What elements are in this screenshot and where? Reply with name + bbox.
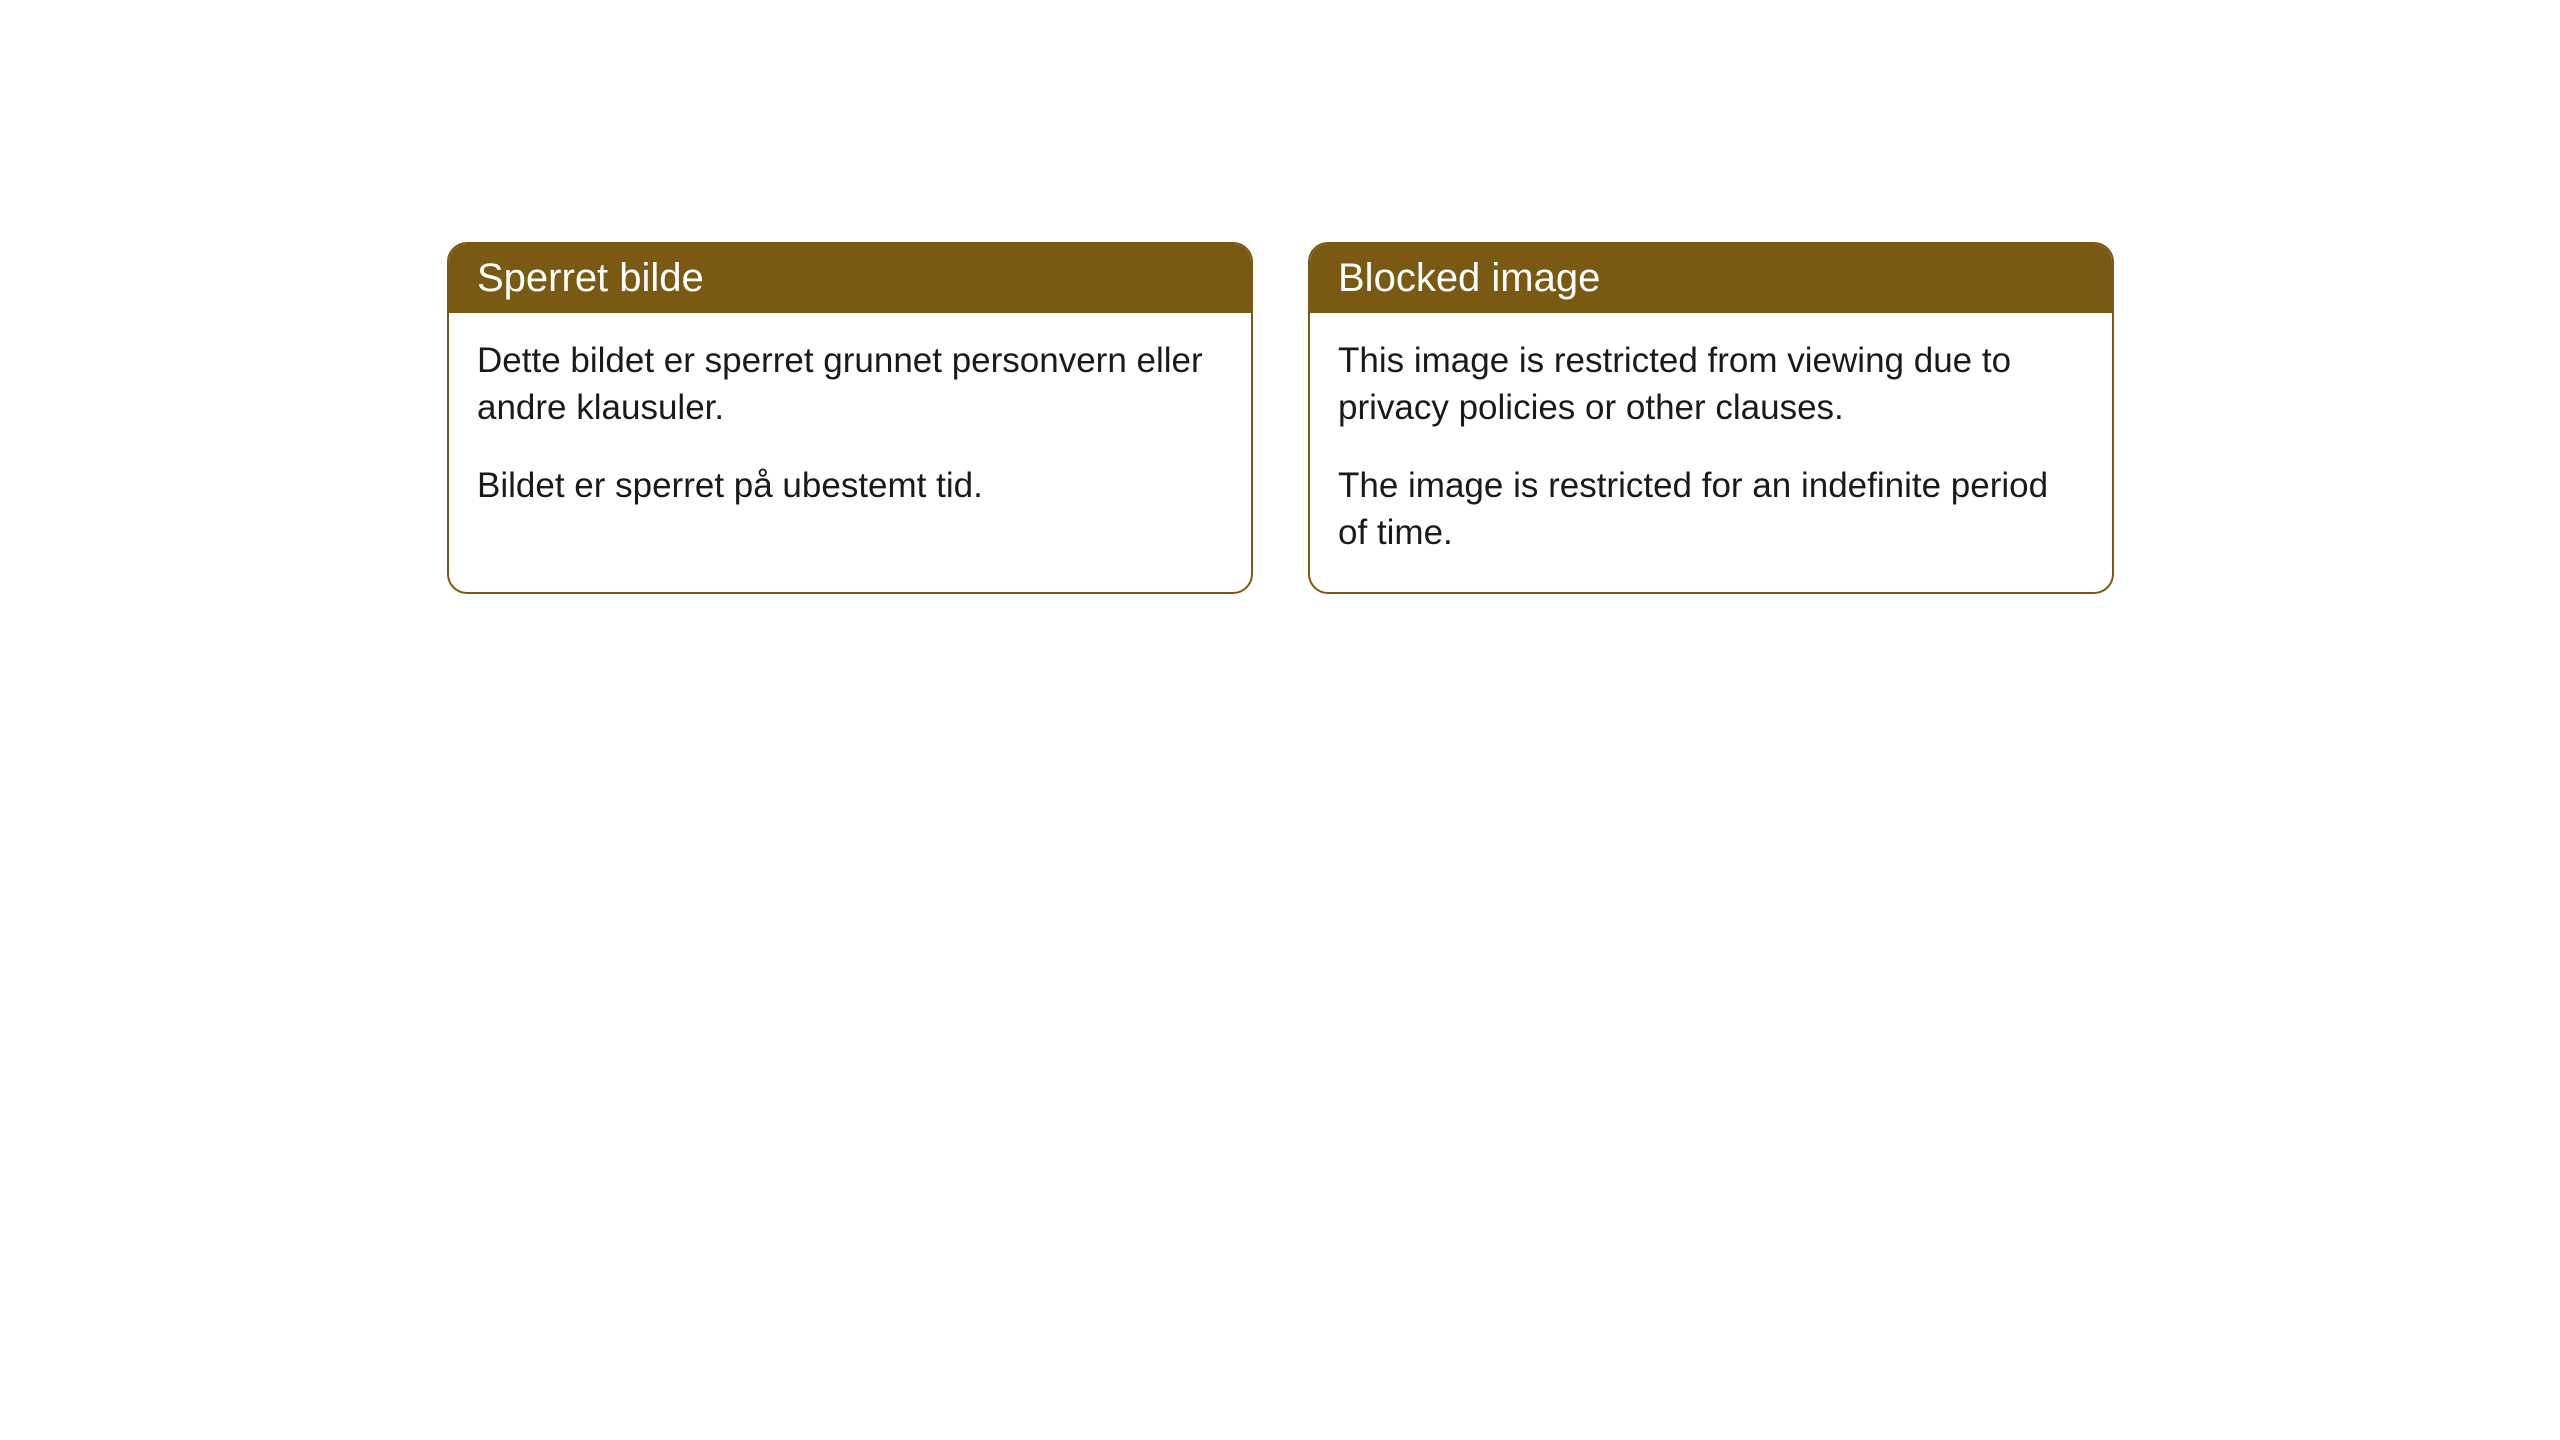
card-header: Blocked image: [1310, 244, 2112, 313]
notice-cards-container: Sperret bilde Dette bildet er sperret gr…: [447, 242, 2560, 594]
card-body: Dette bildet er sperret grunnet personve…: [449, 313, 1251, 545]
notice-card-english: Blocked image This image is restricted f…: [1308, 242, 2114, 594]
card-title: Blocked image: [1338, 256, 1600, 300]
card-paragraph: Dette bildet er sperret grunnet personve…: [477, 337, 1223, 432]
card-title: Sperret bilde: [477, 256, 704, 300]
card-paragraph: This image is restricted from viewing du…: [1338, 337, 2084, 432]
card-body: This image is restricted from viewing du…: [1310, 313, 2112, 592]
card-paragraph: The image is restricted for an indefinit…: [1338, 462, 2084, 557]
notice-card-norwegian: Sperret bilde Dette bildet er sperret gr…: [447, 242, 1253, 594]
card-header: Sperret bilde: [449, 244, 1251, 313]
card-paragraph: Bildet er sperret på ubestemt tid.: [477, 462, 1223, 509]
